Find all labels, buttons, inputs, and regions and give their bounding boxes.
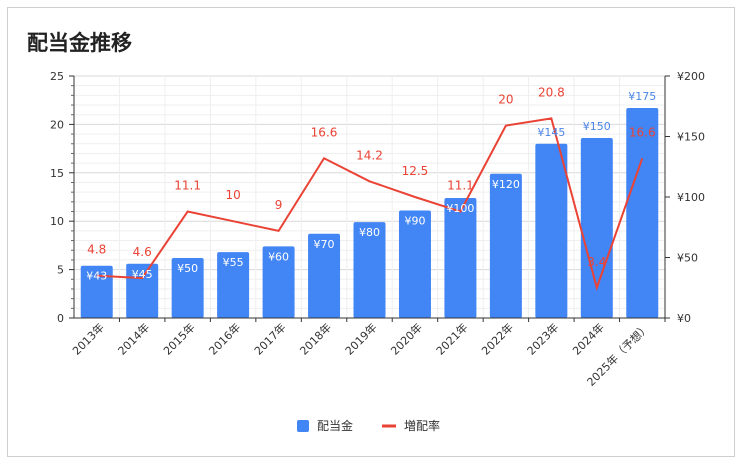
x-tick-label: 2019年 — [342, 320, 379, 357]
y-right-tick-label: ¥50 — [677, 252, 698, 265]
bar-value-label: ¥50 — [177, 262, 198, 275]
bar-series — [80, 107, 659, 318]
bar-value-label: ¥43 — [86, 270, 107, 283]
bar-value-label: ¥100 — [446, 202, 474, 215]
chart-title: 配当金推移 — [27, 31, 132, 55]
y-left-tick-label: 5 — [57, 264, 64, 277]
bar — [217, 252, 250, 318]
bar — [535, 143, 568, 318]
x-tick-label: 2018年 — [297, 320, 334, 357]
bar-value-label: ¥70 — [314, 238, 335, 251]
legend: 配当金 増配率 — [297, 418, 440, 433]
bar — [398, 210, 431, 318]
bar — [171, 257, 204, 318]
y-left-tick-label: 0 — [57, 312, 64, 325]
y-left-tick-label: 15 — [50, 167, 64, 180]
y-left-tick-label: 10 — [50, 215, 64, 228]
legend-bar-swatch — [297, 420, 309, 432]
bar-value-label: ¥120 — [492, 178, 520, 191]
y-left-tick-label: 25 — [50, 70, 64, 83]
y-left-tick-label: 20 — [50, 118, 64, 131]
y-right-tick-label: ¥100 — [677, 191, 705, 204]
bar-value-label: ¥55 — [223, 256, 244, 269]
rate-value-label: 11.1 — [447, 179, 474, 193]
rate-value-label: 16.6 — [311, 125, 338, 139]
x-tick-label: 2016年 — [206, 320, 243, 357]
bar — [444, 197, 477, 318]
bar — [580, 137, 613, 318]
bar — [262, 246, 295, 318]
x-tick-label: 2024年 — [569, 320, 606, 357]
x-tick-label: 2022年 — [479, 320, 516, 357]
x-tick-label: 2015年 — [160, 320, 197, 357]
rate-value-label: 12.5 — [402, 164, 429, 178]
x-tick-label: 2014年 — [115, 320, 152, 357]
bar — [308, 233, 341, 318]
x-tick-label: 2021年 — [433, 320, 470, 357]
bar-value-label: ¥175 — [628, 90, 656, 103]
bar-value-label: ¥90 — [404, 215, 425, 228]
rate-value-label: 10 — [225, 188, 240, 202]
rate-value-label: 9 — [275, 198, 283, 212]
rate-value-label: 16.6 — [629, 125, 656, 139]
rate-value-label: 20 — [498, 93, 513, 107]
bar-value-label: ¥80 — [359, 226, 380, 239]
x-tick-label: 2013年 — [69, 320, 106, 357]
rate-value-label: 14.2 — [356, 148, 383, 162]
x-tick-label: 2017年 — [251, 320, 288, 357]
bar-value-label: ¥150 — [583, 120, 611, 133]
bar — [626, 107, 659, 318]
data-labels: ¥43 ¥45 ¥50 ¥55 ¥60 ¥70 ¥80 ¥90 ¥100 ¥120 ¥145 ¥150… — [86, 85, 656, 282]
legend-bar-label: 配当金 — [317, 418, 353, 433]
bar — [80, 265, 113, 318]
bar — [353, 222, 386, 318]
rate-value-label: 11.1 — [174, 179, 201, 193]
x-tick-label: 2023年 — [524, 320, 561, 357]
bar-value-label: ¥145 — [537, 126, 565, 139]
y-right-tick-label: ¥200 — [677, 70, 705, 83]
rate-value-label: 3.4 — [587, 255, 606, 269]
y-right-tick-label: ¥150 — [677, 131, 705, 144]
bar-value-label: ¥60 — [268, 250, 289, 263]
legend-line-label: 増配率 — [404, 418, 440, 433]
rate-value-label: 20.8 — [538, 85, 565, 99]
line-series — [96, 117, 644, 292]
bar-value-label: ¥45 — [132, 268, 153, 281]
bar — [489, 173, 522, 318]
rate-value-label: 4.6 — [133, 245, 152, 259]
x-tick-label: 2020年 — [388, 320, 425, 357]
rate-value-label: 4.8 — [87, 243, 106, 257]
y-right-tick-label: ¥0 — [677, 312, 691, 325]
